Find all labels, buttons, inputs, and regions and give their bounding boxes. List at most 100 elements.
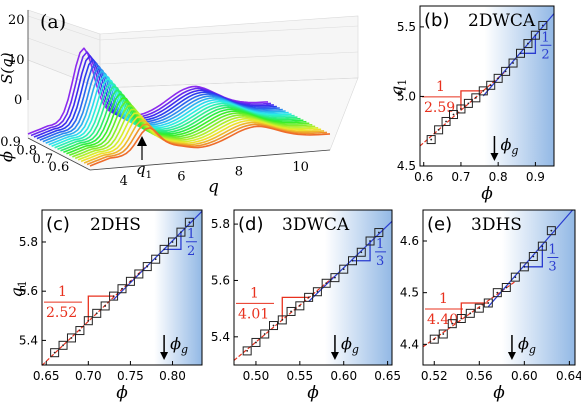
- data-point: [159, 244, 169, 254]
- data-point-center: [445, 120, 447, 123]
- data-point-center: [452, 113, 455, 116]
- data-point-center: [290, 310, 292, 313]
- phi-g-arrow-head: [330, 352, 339, 360]
- fit-line-high: [308, 220, 393, 303]
- slope-high-num: 1: [541, 30, 549, 45]
- data-point: [117, 284, 127, 294]
- data-point-center: [460, 317, 463, 320]
- data-point-center: [95, 312, 98, 315]
- sq-curve: [69, 101, 310, 157]
- data-point: [365, 236, 375, 246]
- data-point-center: [541, 245, 544, 248]
- data-point: [523, 39, 533, 49]
- phi-tick-label: 0.8: [16, 144, 37, 159]
- data-point: [510, 272, 520, 282]
- data-point: [474, 303, 484, 313]
- data-point: [492, 288, 502, 298]
- panel-b: 1 2.59 1 2 ϕg 0.6 0.7 0.8 0.9 4.5 5.0 5.5 (b) 2DWCA ϕ q…: [387, 5, 555, 204]
- phi-axis-line: [27, 137, 91, 171]
- data-point-center: [146, 265, 149, 268]
- data-point-center: [281, 319, 284, 321]
- slope-triangle-low: [460, 90, 484, 109]
- z-tick-label: 10: [8, 53, 25, 68]
- slope-triangle-high: [164, 232, 182, 251]
- structure-factor-curves: [27, 47, 331, 167]
- data-point-center: [534, 34, 537, 37]
- data-point-center: [246, 350, 249, 352]
- y-tick-label: 5.5: [397, 20, 416, 34]
- data-point-center: [451, 322, 454, 325]
- x-tick-label: 0.56: [466, 369, 493, 383]
- data-point-center: [514, 276, 517, 279]
- sq-curve: [72, 104, 313, 158]
- data-point: [109, 291, 119, 301]
- data-point: [75, 326, 85, 336]
- panel-a-3d-surface: 4 6 8 10 0.60.70.80.9 0 10 20 (a) S(q) q ϕ q1: [0, 9, 359, 197]
- wall-gridline: [27, 37, 359, 65]
- sq-curve: [80, 116, 322, 163]
- data-point-center: [87, 319, 90, 322]
- data-point: [321, 278, 331, 288]
- x-tick-label: 0.60: [511, 369, 538, 383]
- data-point-center: [496, 291, 499, 294]
- data-point-center: [369, 240, 371, 242]
- slope-low-den: 2.52: [46, 305, 77, 321]
- glass-region: [324, 210, 392, 365]
- data-point: [434, 125, 444, 135]
- sq-curve: [83, 119, 325, 164]
- data-point-center: [467, 102, 470, 105]
- data-point-center: [550, 229, 553, 232]
- panel-title: 2DWCA: [468, 11, 536, 31]
- data-point-center: [307, 296, 310, 299]
- data-point-center: [442, 333, 445, 335]
- slope-low-den: 2.59: [424, 100, 455, 116]
- data-point-center: [188, 221, 191, 224]
- panel-label: (e): [427, 214, 452, 235]
- y-tick-label: 5.4: [211, 330, 230, 344]
- q-tick-label: 8: [235, 165, 243, 180]
- panel-label: (c): [46, 214, 70, 235]
- data-point: [142, 262, 152, 272]
- data-point: [251, 337, 261, 347]
- y-tick-label: 5.8: [211, 217, 230, 231]
- data-point-center: [171, 241, 174, 243]
- data-point: [546, 226, 556, 236]
- data-point: [168, 237, 178, 247]
- peak-arrow-head: [137, 136, 147, 146]
- x-axis-label: ϕ: [307, 383, 319, 403]
- panel-c: 1 2.52 1 2 ϕg 0.65 0.70 0.75 0.80 5.4 5.6 5.8 (c) 2DH…: [7, 209, 203, 403]
- data-point: [125, 276, 135, 286]
- slope-low-num: 1: [250, 285, 259, 301]
- q-axis-line: [89, 149, 331, 171]
- data-point-center: [460, 108, 462, 110]
- data-point: [286, 306, 296, 316]
- data-point: [92, 308, 102, 318]
- sq-curve: [74, 108, 316, 160]
- data-point: [426, 135, 436, 145]
- phi-tick-label: 0.7: [32, 152, 53, 167]
- fit-line-low: [233, 275, 336, 361]
- plot-frame: [419, 5, 555, 167]
- data-point: [176, 227, 186, 237]
- y-axis-label: q1: [387, 79, 409, 96]
- slope-triangle-high: [520, 35, 537, 54]
- data-point: [501, 283, 511, 292]
- phi-tick-label: 0.6: [49, 160, 70, 175]
- slope-low-num: 1: [58, 284, 67, 300]
- data-point-center: [474, 96, 477, 99]
- y-tick-label: 5.6: [19, 284, 38, 298]
- sq-curve: [77, 112, 319, 161]
- data-point: [493, 73, 503, 83]
- data-point-center: [482, 89, 485, 92]
- data-point-center: [121, 287, 123, 290]
- data-point: [269, 321, 278, 331]
- data-point: [478, 86, 488, 96]
- sq-curve: [86, 123, 328, 166]
- data-point-center: [298, 304, 301, 307]
- x-axis-label: ϕ: [493, 383, 505, 403]
- slope-high-den: 2: [187, 244, 195, 259]
- phi-g-label: ϕg: [341, 334, 359, 356]
- data-point-center: [129, 280, 132, 283]
- panel-title: 2DHS: [90, 215, 141, 235]
